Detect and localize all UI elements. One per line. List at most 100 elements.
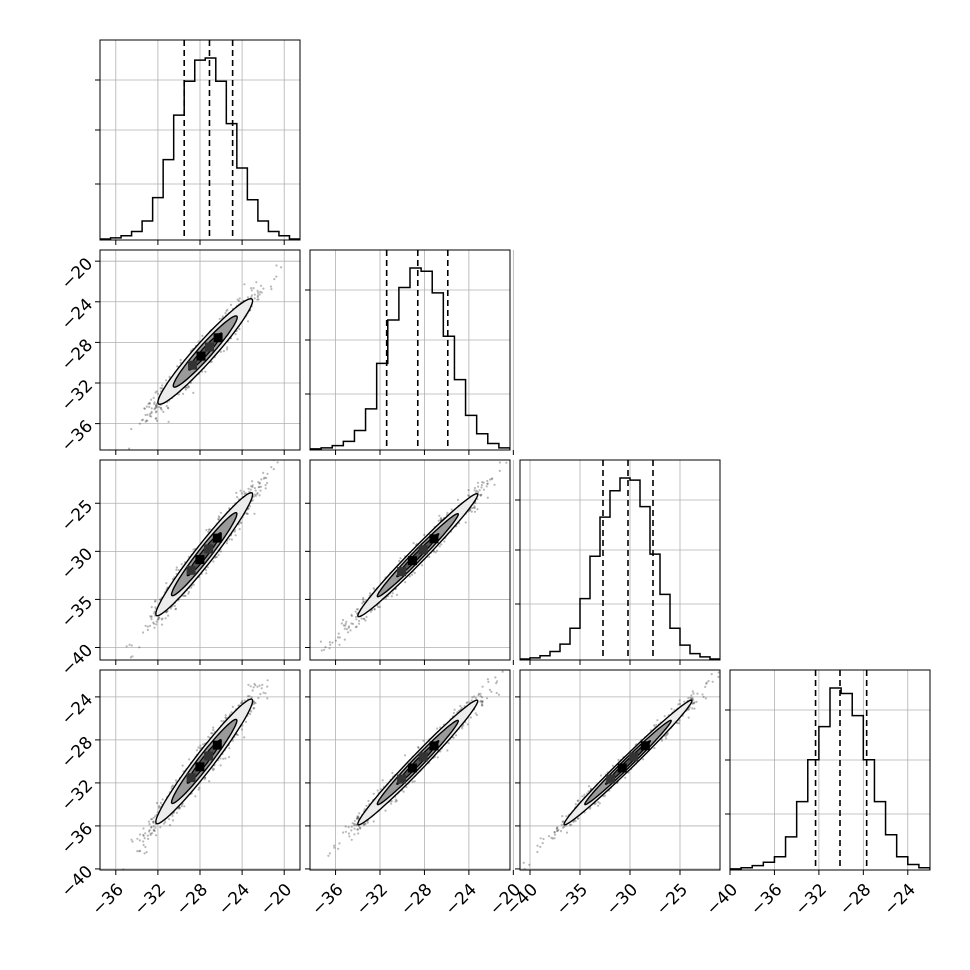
- sample-point: [277, 665, 279, 667]
- sample-point: [154, 391, 157, 394]
- sample-point: [152, 820, 155, 823]
- sample-point: [157, 618, 160, 621]
- sample-point: [438, 514, 441, 517]
- sample-point: [340, 622, 343, 625]
- sample-point: [210, 732, 213, 735]
- sample-point: [257, 696, 260, 700]
- sample-point: [149, 833, 152, 837]
- sample-point: [481, 481, 484, 484]
- sample-point: [221, 315, 224, 318]
- sample-point: [142, 843, 145, 847]
- sample-point: [224, 312, 227, 315]
- sample-point: [473, 510, 477, 513]
- sample-point: [142, 840, 145, 843]
- sample-point: [201, 334, 204, 337]
- sample-point: [349, 629, 352, 632]
- sample-point: [138, 422, 141, 425]
- sample-point: [159, 387, 162, 390]
- sample-point: [155, 410, 158, 413]
- density-peak: [212, 740, 222, 750]
- sample-point: [254, 489, 257, 492]
- sample-point: [138, 850, 141, 853]
- sample-point: [253, 293, 256, 296]
- sample-point: [152, 396, 155, 399]
- sample-point: [505, 461, 508, 464]
- sample-point: [187, 592, 190, 595]
- sample-point: [257, 291, 260, 294]
- sample-point: [247, 487, 250, 490]
- sample-point: [174, 607, 178, 610]
- sample-point: [145, 851, 148, 854]
- sample-point: [218, 516, 221, 519]
- sample-point: [149, 412, 152, 416]
- scatter-panel-2-0: [95, 429, 301, 665]
- sample-point: [258, 684, 261, 687]
- sample-point: [175, 811, 178, 814]
- sample-point: [240, 521, 243, 525]
- histogram-panel-1: [305, 249, 514, 455]
- sample-point: [266, 472, 269, 475]
- sample-point: [328, 641, 331, 644]
- sample-point: [358, 619, 361, 623]
- sample-point: [249, 713, 252, 716]
- sample-point: [131, 655, 134, 658]
- sample-point: [489, 478, 492, 481]
- sample-point: [266, 697, 269, 700]
- sample-point: [324, 646, 327, 649]
- sample-point: [480, 484, 483, 487]
- sample-point: [266, 685, 269, 688]
- sample-point: [195, 749, 199, 752]
- sample-point: [183, 805, 186, 808]
- sample-point: [248, 490, 251, 493]
- sample-point: [148, 829, 151, 832]
- sample-point: [244, 492, 247, 495]
- density-peak: [204, 751, 214, 761]
- sample-point: [152, 622, 156, 625]
- sample-point: [167, 420, 170, 423]
- sample-point: [234, 333, 237, 336]
- sample-point: [150, 616, 153, 619]
- sample-point: [174, 779, 178, 782]
- sample-point: [158, 805, 161, 808]
- sample-point: [158, 405, 161, 409]
- sample-point: [197, 788, 200, 791]
- sample-point: [291, 429, 293, 431]
- sample-point: [233, 530, 236, 533]
- sample-point: [240, 728, 243, 731]
- sample-point: [224, 757, 227, 760]
- sample-point: [248, 695, 251, 698]
- sample-point: [226, 346, 229, 349]
- sample-point: [222, 757, 225, 760]
- sample-point: [256, 295, 259, 299]
- sample-point: [224, 714, 227, 717]
- sample-point: [251, 484, 254, 487]
- sample-point: [142, 827, 145, 830]
- sample-point: [273, 278, 276, 281]
- sample-point: [368, 592, 372, 595]
- sample-point: [225, 348, 229, 351]
- sample-point: [146, 625, 149, 628]
- sample-point: [270, 288, 273, 291]
- sample-point: [236, 733, 239, 737]
- sample-point: [159, 801, 162, 805]
- sample-point: [238, 528, 241, 531]
- sample-point: [242, 490, 246, 493]
- sample-point: [486, 482, 489, 485]
- sample-point: [246, 512, 249, 515]
- sample-point: [262, 691, 265, 694]
- sample-point: [260, 291, 263, 294]
- sample-point: [149, 832, 152, 835]
- sample-point: [228, 507, 231, 510]
- sample-point: [197, 340, 200, 343]
- sample-point: [421, 564, 424, 567]
- sample-point: [210, 360, 213, 363]
- sample-point: [165, 611, 168, 614]
- sample-point: [148, 402, 151, 405]
- sample-point: [347, 626, 350, 629]
- sample-point: [257, 486, 260, 489]
- sample-point: [187, 590, 191, 594]
- sample-point: [480, 486, 483, 489]
- sample-point: [161, 798, 164, 801]
- sample-point: [152, 821, 155, 824]
